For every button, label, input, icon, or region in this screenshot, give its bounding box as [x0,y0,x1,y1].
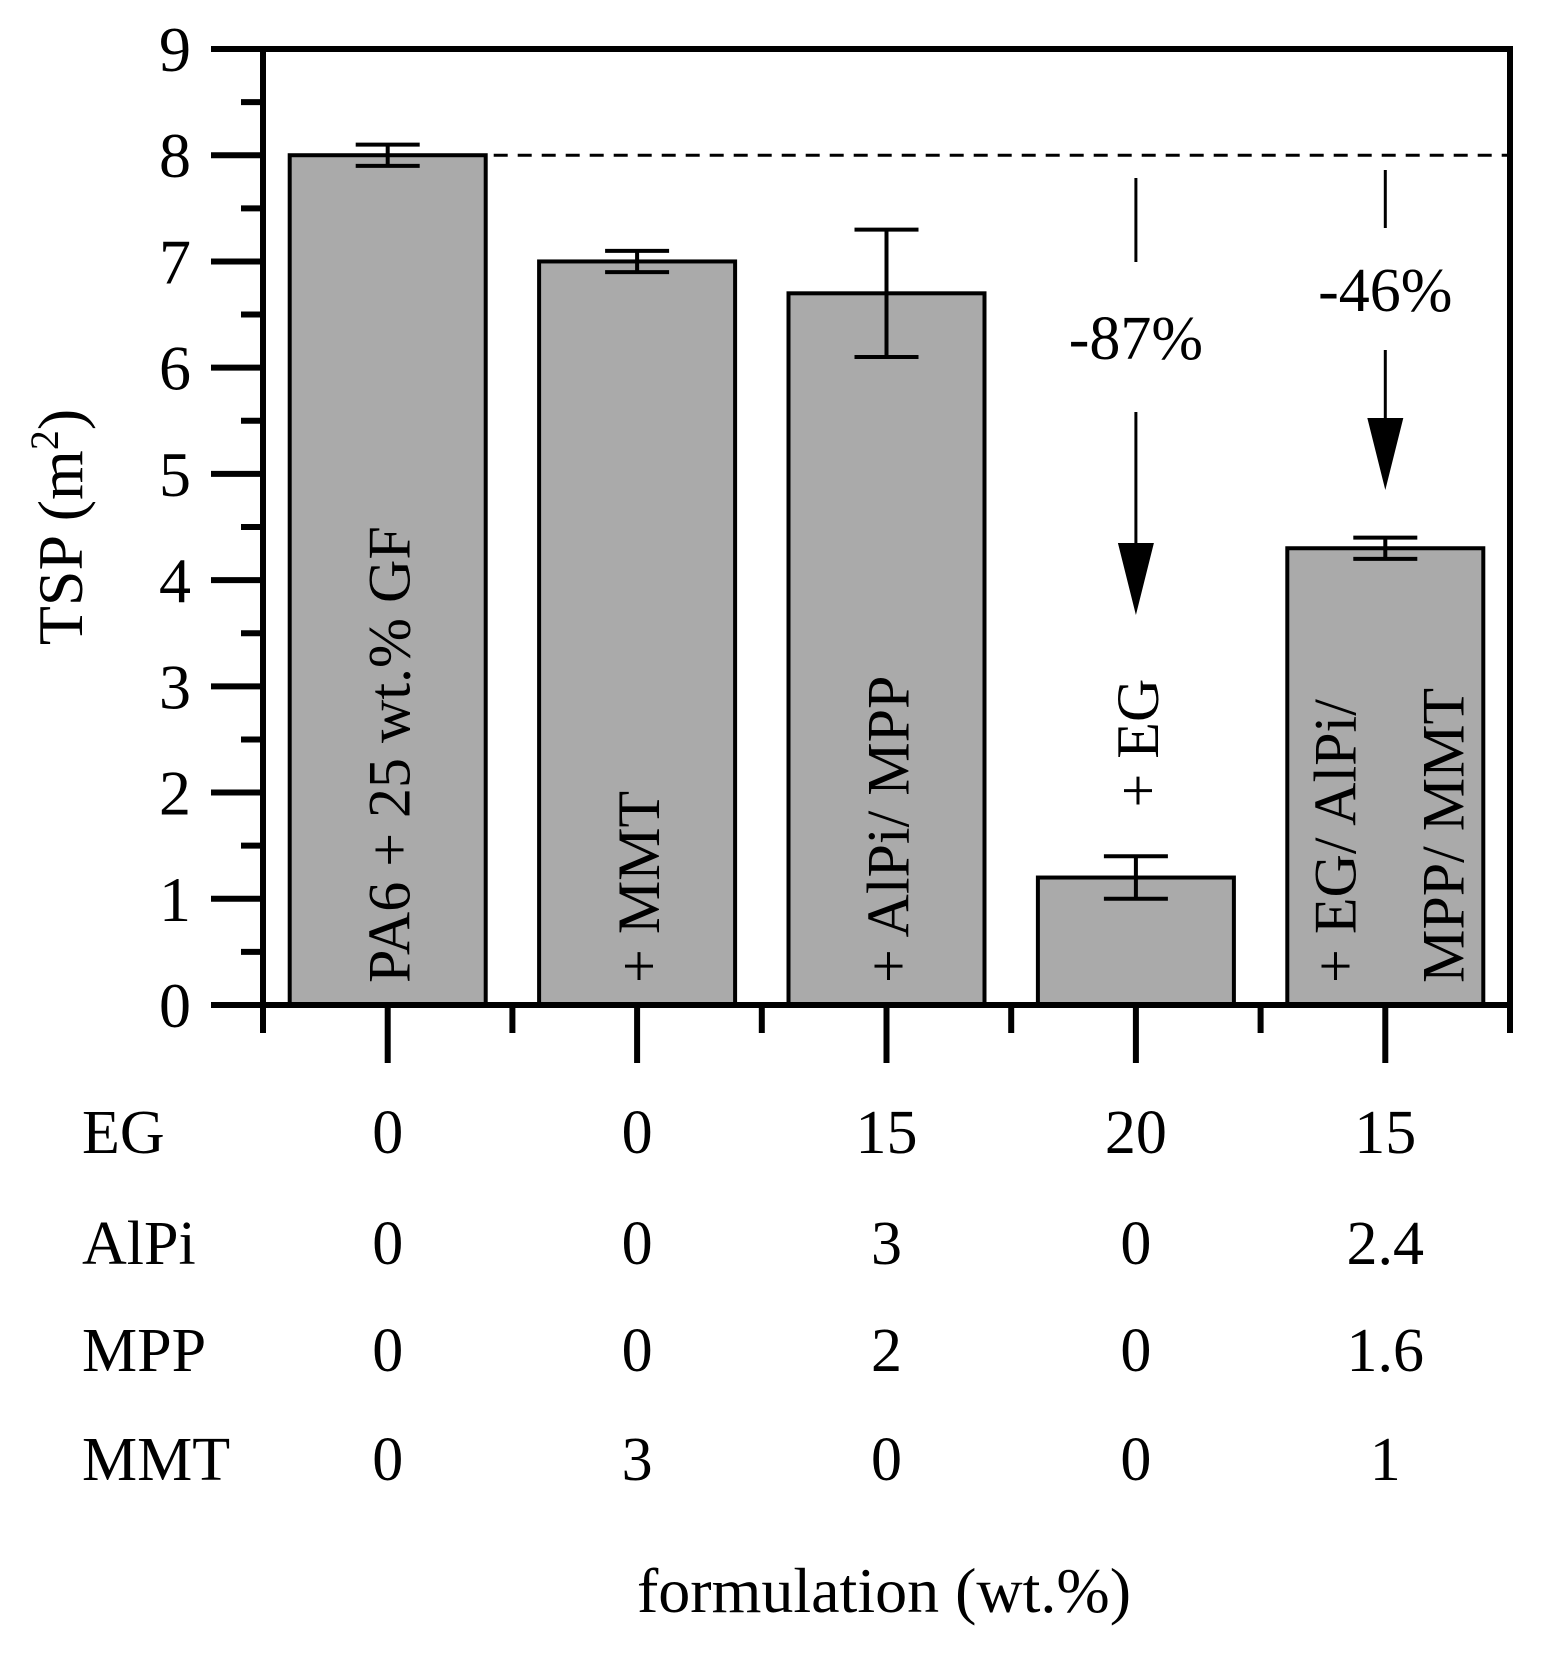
x-axis-label: formulation (wt.%) [637,1555,1131,1626]
table-cell: 20 [1105,1099,1167,1167]
bar-label: + EG [1105,679,1171,808]
bar-label: + AlPi/ MPP [856,676,922,983]
bar [1285,546,1486,1007]
table-cell: 1 [1370,1426,1401,1494]
y-tick-label: 0 [159,970,191,1041]
table-cell: 0 [1120,1426,1151,1494]
table-row-label: EG [82,1099,165,1167]
table-cell: 0 [622,1210,653,1278]
table-cell: 15 [856,1099,918,1167]
table-cell: 3 [871,1210,902,1278]
table-cell: 0 [622,1317,653,1385]
table-cell: 0 [372,1210,403,1278]
bar-label: + MMT [606,791,672,983]
table-cell: 2 [871,1317,902,1385]
y-tick-label: 9 [159,14,191,85]
bar-label: + EG/ AlPi/ [1302,699,1368,983]
table-cell: 0 [372,1099,403,1167]
table-cell: 15 [1354,1099,1416,1167]
y-tick-label: 4 [159,545,191,616]
arrow-down-icon [1367,418,1404,490]
table-cell: 3 [622,1426,653,1494]
reduction-annotation: -87% [1069,305,1203,373]
table-cell: 0 [372,1317,403,1385]
table-cell: 1.6 [1347,1317,1425,1385]
y-tick-label: 5 [159,439,191,510]
y-tick-label: 1 [159,864,191,935]
y-tick-label: 7 [159,226,191,297]
table-row-label: AlPi [82,1210,196,1278]
table-cell: 0 [622,1099,653,1167]
bar-label: MPP/ MMT [1410,688,1476,983]
y-tick-label: 8 [159,120,191,191]
table-row-label: MPP [82,1317,206,1385]
table-cell: 2.4 [1347,1210,1425,1278]
table-cell: 0 [1120,1210,1151,1278]
reduction-annotation: -46% [1318,257,1452,325]
table-cell: 0 [372,1426,403,1494]
y-tick-label: 3 [159,651,191,722]
table-row-label: MMT [82,1426,230,1494]
bar-label: PA6 + 25 wt.% GF [357,526,423,983]
bar [786,291,987,1007]
y-axis-label: TSP (m2) [22,409,96,645]
y-tick-label: 6 [159,333,191,404]
arrow-down-icon [1117,543,1154,615]
table-cell: 0 [1120,1317,1151,1385]
table-cell: 0 [871,1426,902,1494]
y-tick-label: 2 [159,758,191,829]
